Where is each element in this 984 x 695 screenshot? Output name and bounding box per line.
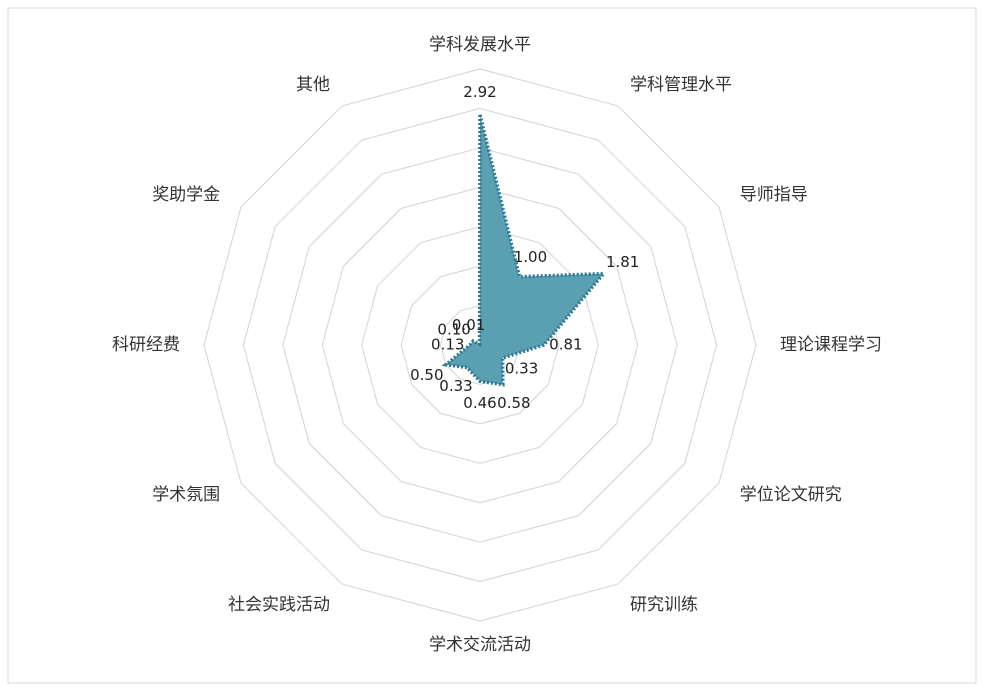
category-label: 导师指导: [740, 185, 808, 205]
category-label: 学科发展水平: [429, 35, 531, 55]
value-label: 0.33: [505, 360, 538, 378]
category-label: 学位论文研究: [740, 485, 842, 505]
grid-ring: [242, 107, 718, 583]
category-label: 奖助学金: [152, 185, 220, 205]
category-label: 研究训练: [630, 595, 698, 615]
value-label: 0.58: [497, 394, 530, 412]
value-label: 0.13: [431, 336, 464, 354]
category-label: 学术交流活动: [429, 635, 531, 655]
category-label: 社会实践活动: [228, 595, 330, 615]
value-label: 1.00: [514, 248, 547, 266]
category-label: 其他: [296, 75, 330, 95]
value-label: 0.50: [410, 366, 443, 384]
value-label: 0.10: [437, 321, 470, 339]
grid-ring: [203, 68, 757, 622]
value-label: 2.92: [463, 83, 496, 101]
value-label: 0.01: [452, 316, 485, 334]
category-label: 科研经费: [112, 335, 180, 355]
grid-ring: [282, 147, 678, 543]
category-label: 学科管理水平: [630, 75, 732, 95]
value-label: 0.46: [463, 394, 496, 412]
value-label: 0.81: [549, 336, 582, 354]
grid-ring: [321, 186, 639, 504]
category-label: 理论课程学习: [780, 335, 882, 355]
radar-area: [441, 114, 608, 387]
value-label: 0.33: [439, 377, 472, 395]
category-label: 学术氛围: [152, 485, 220, 505]
value-label: 1.81: [606, 253, 639, 271]
